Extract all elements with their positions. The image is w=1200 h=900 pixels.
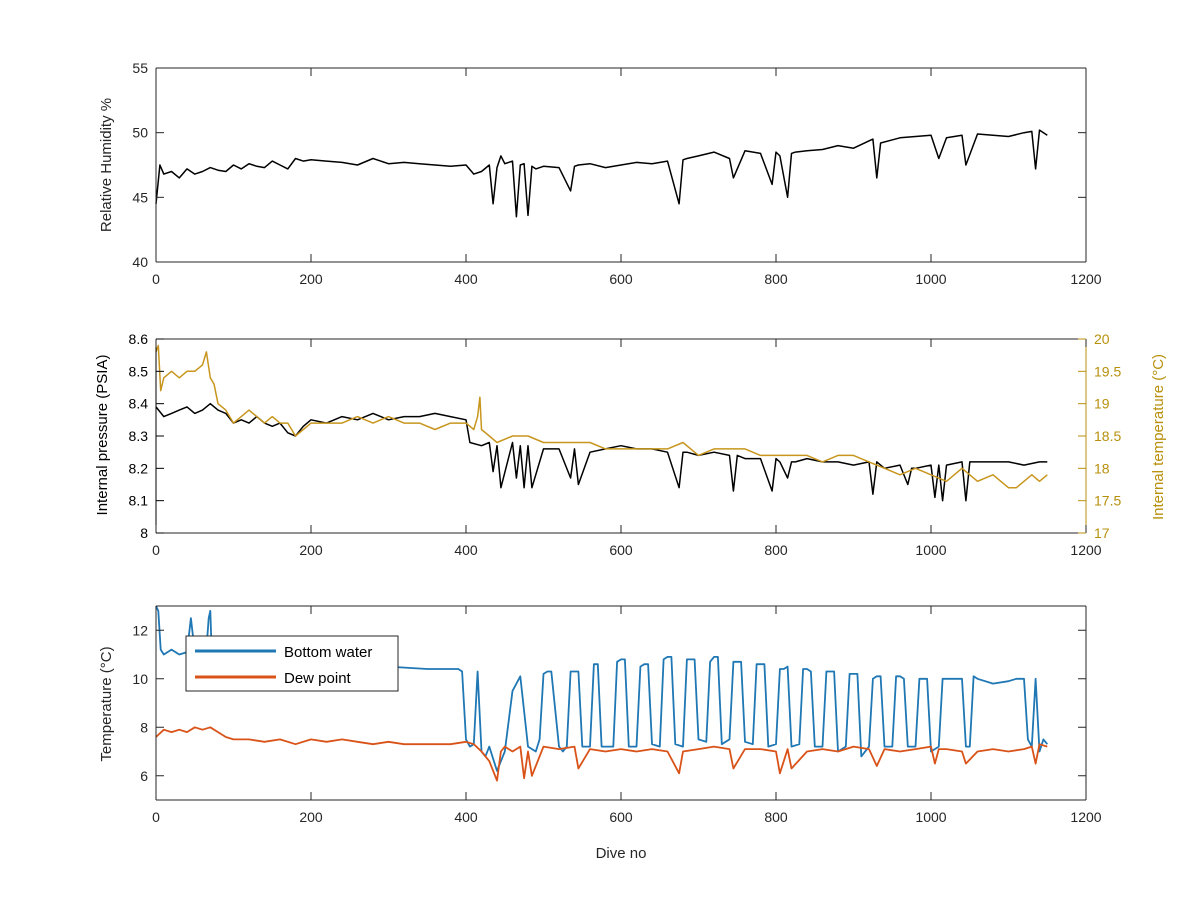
x-tick-label: 1200	[1070, 271, 1101, 287]
y-tick-label: 12	[132, 622, 148, 638]
x-tick-label: 600	[609, 809, 633, 825]
x-tick-label: 800	[764, 809, 788, 825]
panel2-series-line-1	[155, 402, 1048, 502]
y-tick-label: 8.6	[129, 331, 149, 347]
y-tick-label: 8	[140, 719, 148, 735]
y-tick-label: 8	[140, 525, 148, 541]
pressure-temperature-panel: 0 200 400 600 800 1000 1200 8 8.1 8.2 8.3 8.4 8.5 8.6…	[129, 331, 1122, 558]
x-tick-label: 400	[454, 271, 478, 287]
y-tick-label: 55	[132, 60, 148, 76]
x-tick-label: 0	[152, 809, 160, 825]
y-tick-label: 45	[132, 189, 148, 205]
x-tick-label: 1200	[1070, 542, 1101, 558]
x-tick-label: 800	[764, 542, 788, 558]
panel1-ylabel: Relative Humidity %	[98, 98, 115, 232]
legend-box	[185, 635, 399, 692]
x-tick-label: 0	[152, 542, 160, 558]
x-tick-label: 1000	[915, 271, 946, 287]
y-tick-label: 10	[132, 671, 148, 687]
plot-area	[156, 339, 1086, 533]
x-tick-label: 1000	[915, 542, 946, 558]
y2-tick-label: 17	[1094, 525, 1110, 541]
legend-label-dew-point: Dew point	[284, 670, 352, 687]
x-tick-label: 200	[299, 271, 323, 287]
x-tick-label: 600	[609, 542, 633, 558]
y2-tick-label: 19	[1094, 396, 1110, 412]
y-tick-label: 6	[140, 768, 148, 784]
y-tick-label: 50	[132, 125, 148, 141]
y-tick-label: 8.5	[129, 363, 149, 379]
y2-tick-label: 18	[1094, 460, 1110, 476]
panel2-y2label: Internal temperature (°C)	[1150, 354, 1167, 520]
y2-tick-label: 17.5	[1094, 493, 1121, 509]
panel3-series-bottom-water	[155, 605, 1048, 772]
x-tick-label: 800	[764, 271, 788, 287]
x-tick-label: 1000	[915, 809, 946, 825]
legend-label-bottom-water: Bottom water	[284, 644, 372, 661]
plot-area	[156, 606, 1086, 800]
y2-tick-label: 19.5	[1094, 363, 1121, 379]
y-tick-label: 8.3	[129, 428, 149, 444]
panel3-xlabel: Dive no	[596, 845, 647, 862]
panel3-ylabel: Temperature (°C)	[98, 646, 115, 761]
legend: Bottom water Dew point	[185, 635, 399, 692]
x-tick-label: 400	[454, 809, 478, 825]
panel3-series-dew-point	[155, 726, 1048, 782]
panel1-series-line-1	[155, 129, 1048, 218]
y-tick-label: 40	[132, 254, 148, 270]
humidity-panel: 0 200 400 600 800 1000 1200 40 45 50 55	[132, 60, 1101, 287]
panel2-series-line-2	[155, 344, 1048, 489]
panel2-ylabel: Internal pressure (PSIA)	[94, 355, 111, 516]
x-tick-label: 0	[152, 271, 160, 287]
x-tick-label: 200	[299, 542, 323, 558]
y2-tick-label: 18.5	[1094, 428, 1121, 444]
x-tick-label: 200	[299, 809, 323, 825]
y2-tick-label: 20	[1094, 331, 1110, 347]
y-tick-label: 8.2	[129, 460, 149, 476]
y-tick-label: 8.1	[129, 493, 149, 509]
x-tick-label: 1200	[1070, 809, 1101, 825]
x-tick-label: 400	[454, 542, 478, 558]
x-tick-label: 600	[609, 271, 633, 287]
y-tick-label: 8.4	[129, 396, 149, 412]
